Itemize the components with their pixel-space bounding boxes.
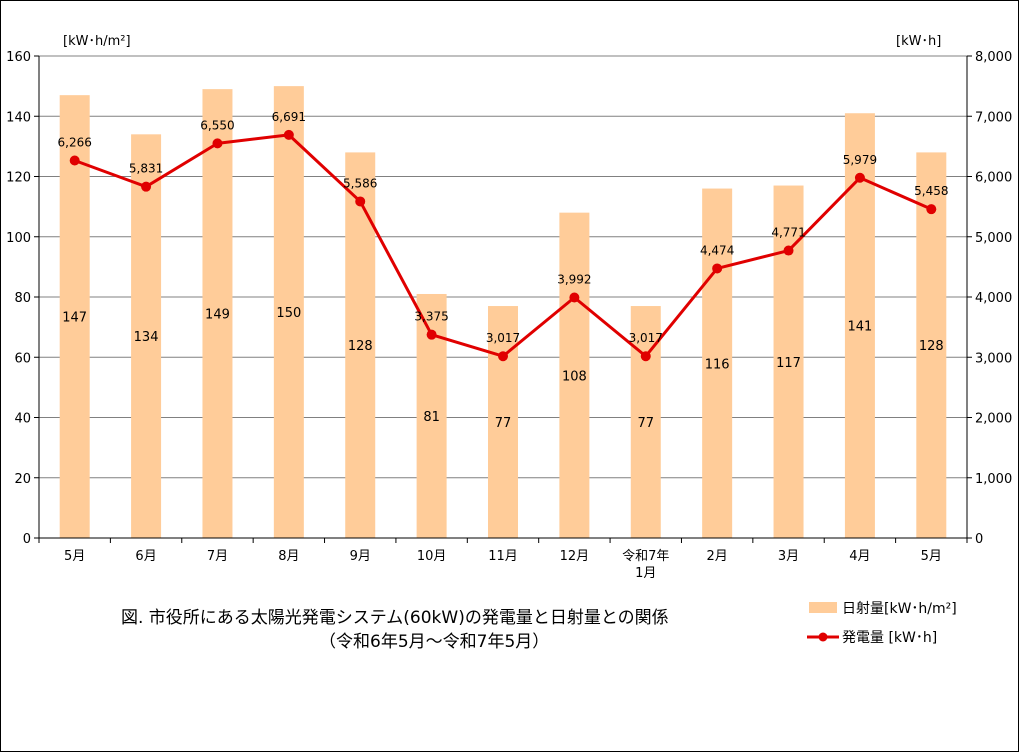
x-axis-category-label: 12月 [560,549,590,564]
left-axis-tick-label: 80 [14,291,31,306]
data-labels: 147 134 149 150 128 81 77 108 77 116 117 141 128 6,26… [58,110,949,431]
line-point [926,204,937,215]
bar [59,95,90,538]
left-axis-tick-label: 40 [14,412,31,427]
bar [131,134,162,538]
bar [844,113,875,539]
line-point [569,292,580,303]
line-value-label: 5,458 [914,184,948,198]
left-axis-tick-label: 160 [6,50,31,65]
right-axis-tick-label: 3,000 [975,351,1012,366]
x-axis-category-label: 9月 [350,549,371,564]
line-series [69,129,937,362]
bar-value-label: 134 [134,330,159,345]
line-value-label: 3,375 [414,310,448,324]
legend-label-bar: 日射量[kW･h/m²] [842,601,957,617]
x-axis-category-label: 3月 [778,549,799,564]
bar [345,152,376,538]
x-axis-category-label: 令和7年 1月 [622,549,669,581]
line-point [854,172,865,183]
bar-value-label: 77 [637,416,654,431]
x-axis-category-label: 6月 [135,549,156,564]
line-point [212,138,223,149]
line-point [783,245,794,256]
bar [202,89,233,538]
line-value-label: 5,831 [129,162,163,176]
chart-caption-line-2: （令和6年5月～令和7年5月） [319,632,549,652]
left-axis-tick-label: 20 [14,472,31,487]
line-point [141,181,152,192]
line-value-label: 4,771 [771,226,805,240]
right-axis-tick-label: 4,000 [975,291,1012,306]
line-point [640,351,651,362]
line-value-label: 6,266 [58,135,92,149]
right-axis-tick-label: 7,000 [975,110,1012,125]
right-axis-tick-label: 6,000 [975,171,1012,186]
bar [273,86,304,538]
bar [559,212,590,538]
line-value-label: 4,474 [700,243,734,257]
line-value-label: 5,979 [843,153,877,167]
line-point [712,263,723,274]
right-axis-tick-label: 5,000 [975,231,1012,246]
bar-value-label: 116 [705,357,730,372]
line-value-label: 3,017 [486,331,520,345]
right-axis-tick-label: 0 [975,532,983,547]
right-axis-unit-label: [kW･h] [896,34,941,49]
x-axis-category-label: 10月 [417,549,447,564]
bar-value-label: 149 [205,308,230,323]
bar [916,152,947,538]
bar [773,185,804,538]
legend-label-line: 発電量 [kW･h] [842,630,937,646]
left-axis-unit-label: [kW･h/m²] [63,34,131,49]
line-value-label: 6,550 [200,118,234,132]
x-axis-category-label: 4月 [849,549,870,564]
bar-series [59,86,947,539]
line-point [283,129,294,140]
left-axis-tick-label: 100 [6,231,31,246]
legend-swatch-marker [818,632,828,642]
x-axis-category-label: 2月 [707,549,728,564]
line-value-label: 3,992 [557,272,591,286]
bar-value-label: 141 [848,320,873,335]
right-axis-tick-label: 2,000 [975,412,1012,427]
line-point [498,351,508,362]
right-axis-tick-label: 1,000 [975,472,1012,487]
left-axis-tick-label: 120 [6,171,31,186]
line-point [426,329,437,340]
bar-value-label: 108 [562,369,587,384]
left-axis-tick-label: 60 [14,351,31,366]
chart-caption-line-1: 図. 市役所にある太陽光発電システム(60kW)の発電量と日射量との関係 [121,608,669,628]
bar-value-label: 150 [276,306,301,321]
axes: 0 20 40 60 80 100 120 140 160 0 1,000 2,000 3,000 4,0… [6,50,1012,581]
line-value-label: 6,691 [272,110,306,124]
x-axis-category-label: 8月 [278,549,299,564]
bar-value-label: 128 [919,339,944,354]
line-value-label: 5,586 [343,176,377,190]
bar-value-label: 128 [348,339,373,354]
legend-swatch-bar [809,602,837,613]
x-axis-category-label: 11月 [488,549,518,564]
bar-value-label: 117 [776,356,801,371]
left-axis-tick-label: 140 [6,110,31,125]
x-axis-category-label: 7月 [207,549,228,564]
line-point [355,196,366,207]
x-axis-category-label: 5月 [921,549,942,564]
line-point [69,155,80,166]
bar-value-label: 81 [423,410,440,425]
bar-value-label: 77 [495,416,512,431]
bar-value-label: 147 [62,311,87,326]
line-value-label: 3,017 [629,331,663,345]
bar [702,188,733,539]
x-axis-category-label: 5月 [64,549,85,564]
left-axis-tick-label: 0 [23,532,31,547]
legend: 日射量[kW･h/m²] 発電量 [kW･h] [807,601,957,646]
bar [488,306,518,538]
right-axis-tick-label: 8,000 [975,50,1012,65]
